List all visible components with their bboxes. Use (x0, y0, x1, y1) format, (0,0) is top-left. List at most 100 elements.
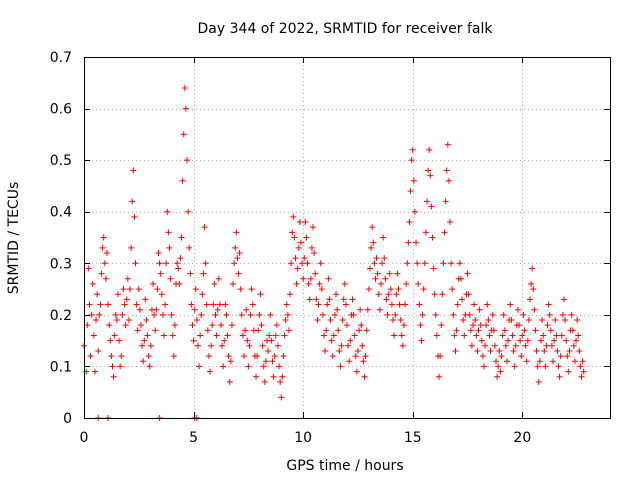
data-point (271, 353, 278, 360)
data-point (532, 327, 539, 334)
data-point (118, 353, 125, 360)
data-point (353, 368, 360, 375)
y-tick-label: 0.5 (50, 153, 72, 169)
data-point (262, 358, 269, 365)
x-tick-label: 5 (189, 430, 198, 446)
data-point (140, 358, 147, 365)
data-point (497, 368, 504, 375)
y-tick-label: 0 (63, 411, 72, 427)
data-point (438, 322, 445, 329)
data-point (543, 342, 550, 349)
data-point (234, 255, 241, 262)
data-point (174, 260, 181, 267)
data-point (394, 270, 401, 277)
data-point (214, 306, 221, 313)
data-point (277, 378, 284, 385)
data-point (566, 347, 573, 354)
data-point (578, 373, 585, 380)
data-point (347, 337, 354, 344)
data-point (91, 368, 98, 375)
data-point (112, 311, 119, 318)
data-point (331, 311, 338, 318)
data-point (393, 291, 400, 298)
data-point (88, 311, 95, 318)
data-point (198, 311, 205, 318)
data-point (197, 332, 204, 339)
data-point (534, 363, 541, 370)
data-point (336, 347, 343, 354)
data-point (555, 363, 562, 370)
data-point (178, 234, 185, 241)
data-point (156, 260, 163, 267)
data-point (295, 244, 302, 251)
data-point (98, 270, 105, 277)
data-point (224, 332, 231, 339)
data-point (299, 260, 306, 267)
data-point (225, 353, 232, 360)
data-point (376, 306, 383, 313)
data-point (102, 275, 109, 282)
data-point (89, 280, 96, 287)
data-point (179, 177, 186, 184)
data-point (265, 347, 272, 354)
data-point (576, 347, 583, 354)
data-point (450, 311, 457, 318)
data-point (125, 317, 132, 324)
data-point (493, 358, 500, 365)
data-point (547, 327, 554, 334)
data-point (104, 249, 111, 256)
axis-tick-labels: 0 0.1 0.2 0.3 0.4 0.5 0.6 0.7 0 5 10 15 20 (50, 50, 532, 446)
data-point (204, 327, 211, 334)
data-point (171, 322, 178, 329)
data-point (552, 317, 559, 324)
data-point (311, 249, 318, 256)
data-point (330, 332, 337, 339)
data-point (468, 342, 475, 349)
data-point (328, 337, 335, 344)
data-point (230, 280, 237, 287)
data-point (436, 373, 443, 380)
data-point (145, 353, 152, 360)
data-point (190, 337, 197, 344)
data-point (452, 347, 459, 354)
data-point (240, 353, 247, 360)
data-point (282, 317, 289, 324)
data-point (406, 219, 413, 226)
data-point (554, 347, 561, 354)
data-point (270, 373, 277, 380)
data-point (426, 146, 433, 153)
data-point (314, 317, 321, 324)
data-point (346, 358, 353, 365)
data-point (345, 342, 352, 349)
data-point (292, 255, 299, 262)
data-point (525, 317, 532, 324)
data-point (93, 317, 100, 324)
data-point (453, 327, 460, 334)
data-point (200, 270, 207, 277)
data-point (184, 157, 191, 164)
data-point (302, 219, 309, 226)
data-point (507, 301, 514, 308)
data-point (157, 270, 164, 277)
data-point (494, 373, 501, 380)
data-point (131, 213, 138, 220)
data-point (97, 301, 104, 308)
data-point (185, 208, 192, 215)
data-point (122, 322, 129, 329)
data-point (159, 311, 166, 318)
data-point (266, 332, 273, 339)
data-point (169, 332, 176, 339)
data-point (569, 327, 576, 334)
data-point (370, 239, 377, 246)
data-point (87, 353, 94, 360)
data-point (192, 286, 199, 293)
data-point (562, 317, 569, 324)
data-point (502, 342, 509, 349)
data-point (414, 260, 421, 267)
data-point (517, 337, 524, 344)
data-point (117, 363, 124, 370)
data-point (113, 317, 120, 324)
data-point (485, 317, 492, 324)
data-point (257, 291, 264, 298)
x-tick-label: 10 (294, 430, 312, 446)
